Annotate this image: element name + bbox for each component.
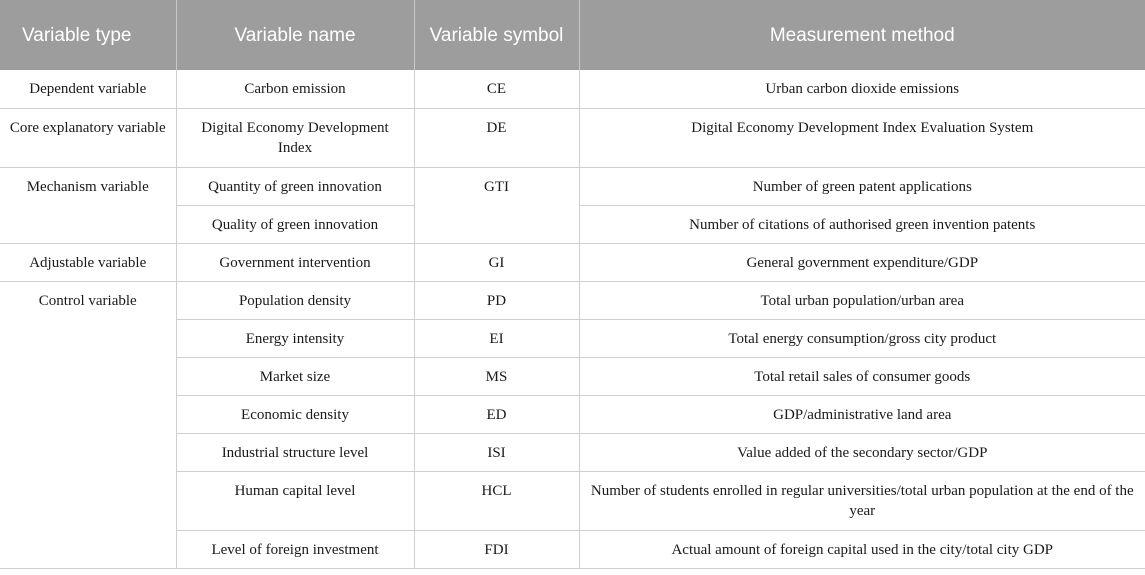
cell-variable-symbol: PD (413, 280, 580, 320)
cell-variable-symbol: HCL (413, 470, 580, 531)
cell-variable-name: Level of foreign investment (176, 529, 415, 569)
cell-variable-name: Market size (176, 356, 415, 396)
cell-variable-symbol: ISI (413, 432, 580, 472)
cell-variable-name: Industrial structure level (176, 432, 415, 472)
cell-variable-symbol: GI (413, 242, 580, 282)
cell-variable-name: Population density (175, 280, 415, 320)
cell-measurement-method: Value added of the secondary sector/GDP (578, 432, 1145, 472)
cell-variable-symbol: EI (413, 318, 580, 358)
table-row: Dependent variable Carbon emission CE Ur… (0, 70, 1145, 109)
table-row: Core explanatory variable Digital Econom… (0, 107, 1145, 168)
cell-variable-name: Government intervention (175, 242, 415, 282)
table-row: Human capital level HCL Number of studen… (0, 470, 1145, 531)
cell-variable-name: Energy intensity (176, 318, 415, 358)
cell-variable-type: Mechanism variable (0, 166, 177, 244)
cell-measurement-method: Number of students enrolled in regular u… (578, 470, 1145, 531)
cell-variable-symbol: ED (413, 394, 580, 434)
cell-variable-type: Adjustable variable (0, 242, 177, 282)
cell-variable-type: Control variable (0, 280, 177, 569)
table-row: Mechanism variable Quantity of green inn… (0, 166, 1145, 244)
cell-variable-symbol: MS (413, 356, 580, 396)
header-variable-symbol: Variable symbol (414, 0, 580, 70)
cell-measurement-method: Actual amount of foreign capital used in… (578, 529, 1145, 569)
table-row: Energy intensity EI Total energy consump… (0, 318, 1145, 358)
cell-variable-symbol: CE (413, 70, 580, 109)
table-row: Control variable Population density PD T… (0, 280, 1145, 569)
cell-measurement-method: Urban carbon dioxide emissions (578, 70, 1145, 109)
table-header: Variable type Variable name Variable sym… (0, 0, 1145, 70)
header-variable-type: Variable type (0, 0, 177, 70)
header-measurement-method: Measurement method (579, 0, 1145, 70)
cell-variable-symbol: FDI (413, 529, 580, 569)
cell-variable-symbol: GTI (413, 166, 580, 244)
cell-variable-symbol: DE (413, 107, 580, 168)
cell-measurement-method: Total retail sales of consumer goods (578, 356, 1145, 396)
cell-measurement-method: General government expenditure/GDP (578, 242, 1145, 282)
cell-measurement-method: Number of green patent applications (578, 166, 1145, 206)
table-body: Dependent variable Carbon emission CE Ur… (0, 70, 1145, 569)
header-row: Variable type Variable name Variable sym… (0, 0, 1145, 70)
cell-variable-name: Quantity of green innovation (175, 166, 415, 206)
table-row: Adjustable variable Government intervent… (0, 242, 1145, 282)
header-variable-name: Variable name (176, 0, 415, 70)
cell-variable-name: Carbon emission (175, 70, 415, 109)
cell-measurement-method: GDP/administrative land area (578, 394, 1145, 434)
cell-measurement-method: Total energy consumption/gross city prod… (578, 318, 1145, 358)
cell-variable-name: Human capital level (176, 470, 415, 531)
cell-variable-type: Core explanatory variable (0, 107, 177, 168)
table-row: Industrial structure level ISI Value add… (0, 432, 1145, 472)
table-row: Level of foreign investment FDI Actual a… (0, 529, 1145, 569)
table-row: Quality of green innovation Number of ci… (0, 204, 1145, 244)
cell-variable-type: Dependent variable (0, 70, 177, 109)
cell-measurement-method: Digital Economy Development Index Evalua… (578, 107, 1145, 168)
cell-measurement-method: Total urban population/urban area (578, 280, 1145, 320)
cell-variable-name: Quality of green innovation (176, 204, 415, 244)
cell-measurement-method: Number of citations of authorised green … (578, 204, 1145, 244)
cell-variable-name: Digital Economy Development Index (175, 107, 415, 168)
cell-variable-name: Economic density (176, 394, 415, 434)
